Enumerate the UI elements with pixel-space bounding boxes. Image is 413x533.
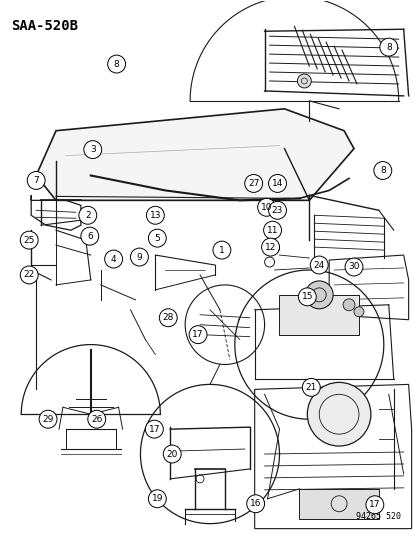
Text: 30: 30 <box>347 262 359 271</box>
Text: 20: 20 <box>166 449 178 458</box>
Text: 13: 13 <box>149 211 161 220</box>
Text: 17: 17 <box>368 500 380 509</box>
Text: 22: 22 <box>24 270 35 279</box>
Circle shape <box>246 495 264 513</box>
Text: 27: 27 <box>247 179 259 188</box>
Text: 2: 2 <box>85 211 90 220</box>
Text: 26: 26 <box>91 415 102 424</box>
Circle shape <box>306 382 370 446</box>
Text: 9: 9 <box>136 253 142 262</box>
Text: 23: 23 <box>271 206 282 215</box>
Circle shape <box>189 326 206 344</box>
Circle shape <box>20 231 38 249</box>
Circle shape <box>305 281 332 309</box>
Circle shape <box>298 288 316 306</box>
Text: 7: 7 <box>33 176 39 185</box>
Circle shape <box>148 229 166 247</box>
Polygon shape <box>36 109 353 200</box>
Circle shape <box>81 227 98 245</box>
FancyBboxPatch shape <box>278 295 358 335</box>
Text: 3: 3 <box>90 145 95 154</box>
Text: 17: 17 <box>192 330 203 339</box>
Text: 8: 8 <box>114 60 119 69</box>
Text: 11: 11 <box>266 225 278 235</box>
Text: 8: 8 <box>379 166 385 175</box>
Circle shape <box>297 74 311 88</box>
Circle shape <box>107 55 125 73</box>
Circle shape <box>310 256 328 274</box>
Text: 17: 17 <box>148 425 160 434</box>
Circle shape <box>78 206 97 224</box>
Circle shape <box>268 174 286 192</box>
Circle shape <box>244 174 262 192</box>
Circle shape <box>20 266 38 284</box>
Text: 12: 12 <box>264 243 275 252</box>
Circle shape <box>27 172 45 189</box>
Circle shape <box>301 378 320 397</box>
Circle shape <box>373 161 391 180</box>
Circle shape <box>159 309 177 327</box>
Text: 10: 10 <box>260 203 272 212</box>
Circle shape <box>83 141 102 158</box>
Circle shape <box>104 250 122 268</box>
Circle shape <box>365 496 383 514</box>
Circle shape <box>146 206 164 224</box>
Circle shape <box>261 238 279 256</box>
Circle shape <box>268 201 286 219</box>
Circle shape <box>148 490 166 508</box>
Circle shape <box>342 299 354 311</box>
Circle shape <box>145 420 163 438</box>
Circle shape <box>257 198 275 216</box>
Circle shape <box>263 221 281 239</box>
Text: 1: 1 <box>218 246 224 255</box>
Text: 6: 6 <box>87 232 93 241</box>
Circle shape <box>163 445 181 463</box>
FancyBboxPatch shape <box>298 489 378 519</box>
Text: 4: 4 <box>111 255 116 263</box>
Circle shape <box>379 38 397 56</box>
Text: 5: 5 <box>154 233 160 243</box>
Text: 25: 25 <box>24 236 35 245</box>
Text: SAA-520B: SAA-520B <box>11 19 78 33</box>
Circle shape <box>88 410 105 428</box>
Text: 29: 29 <box>42 415 54 424</box>
Text: 16: 16 <box>249 499 261 508</box>
Text: 21: 21 <box>305 383 316 392</box>
Text: 24: 24 <box>313 261 324 270</box>
Circle shape <box>353 307 363 317</box>
Circle shape <box>130 248 148 266</box>
Text: 94265 520: 94265 520 <box>355 512 400 521</box>
Text: 8: 8 <box>385 43 391 52</box>
Circle shape <box>344 258 362 276</box>
Text: 14: 14 <box>271 179 282 188</box>
Circle shape <box>212 241 230 259</box>
Text: 15: 15 <box>301 292 312 301</box>
Circle shape <box>39 410 57 428</box>
Text: 28: 28 <box>162 313 173 322</box>
Text: 19: 19 <box>151 494 163 503</box>
